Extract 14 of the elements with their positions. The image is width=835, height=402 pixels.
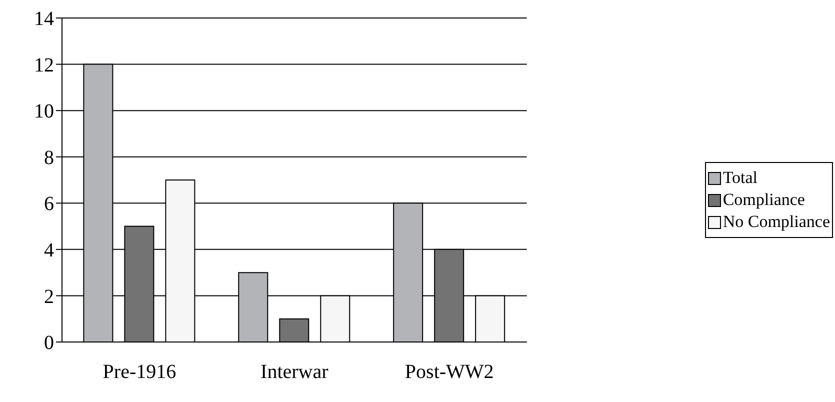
x-tick-label: Interwar	[260, 361, 329, 384]
legend-label: No Compliance	[722, 211, 830, 233]
legend-label: Compliance	[722, 189, 805, 211]
y-tick-label: 14	[34, 8, 54, 30]
y-tick-label: 10	[34, 100, 54, 123]
y-tick-label: 8	[44, 146, 54, 169]
y-tick-label: 2	[44, 286, 54, 308]
x-tick-label: Pre-1916	[102, 361, 176, 384]
y-tick-label: 12	[34, 54, 54, 76]
y-tick-label: 4	[44, 240, 54, 262]
x-tick-label: Post-WW2	[404, 361, 494, 384]
y-tick-label: 0	[44, 332, 54, 354]
y-tick-label: 6	[44, 193, 54, 216]
legend-label: Total	[722, 167, 758, 189]
